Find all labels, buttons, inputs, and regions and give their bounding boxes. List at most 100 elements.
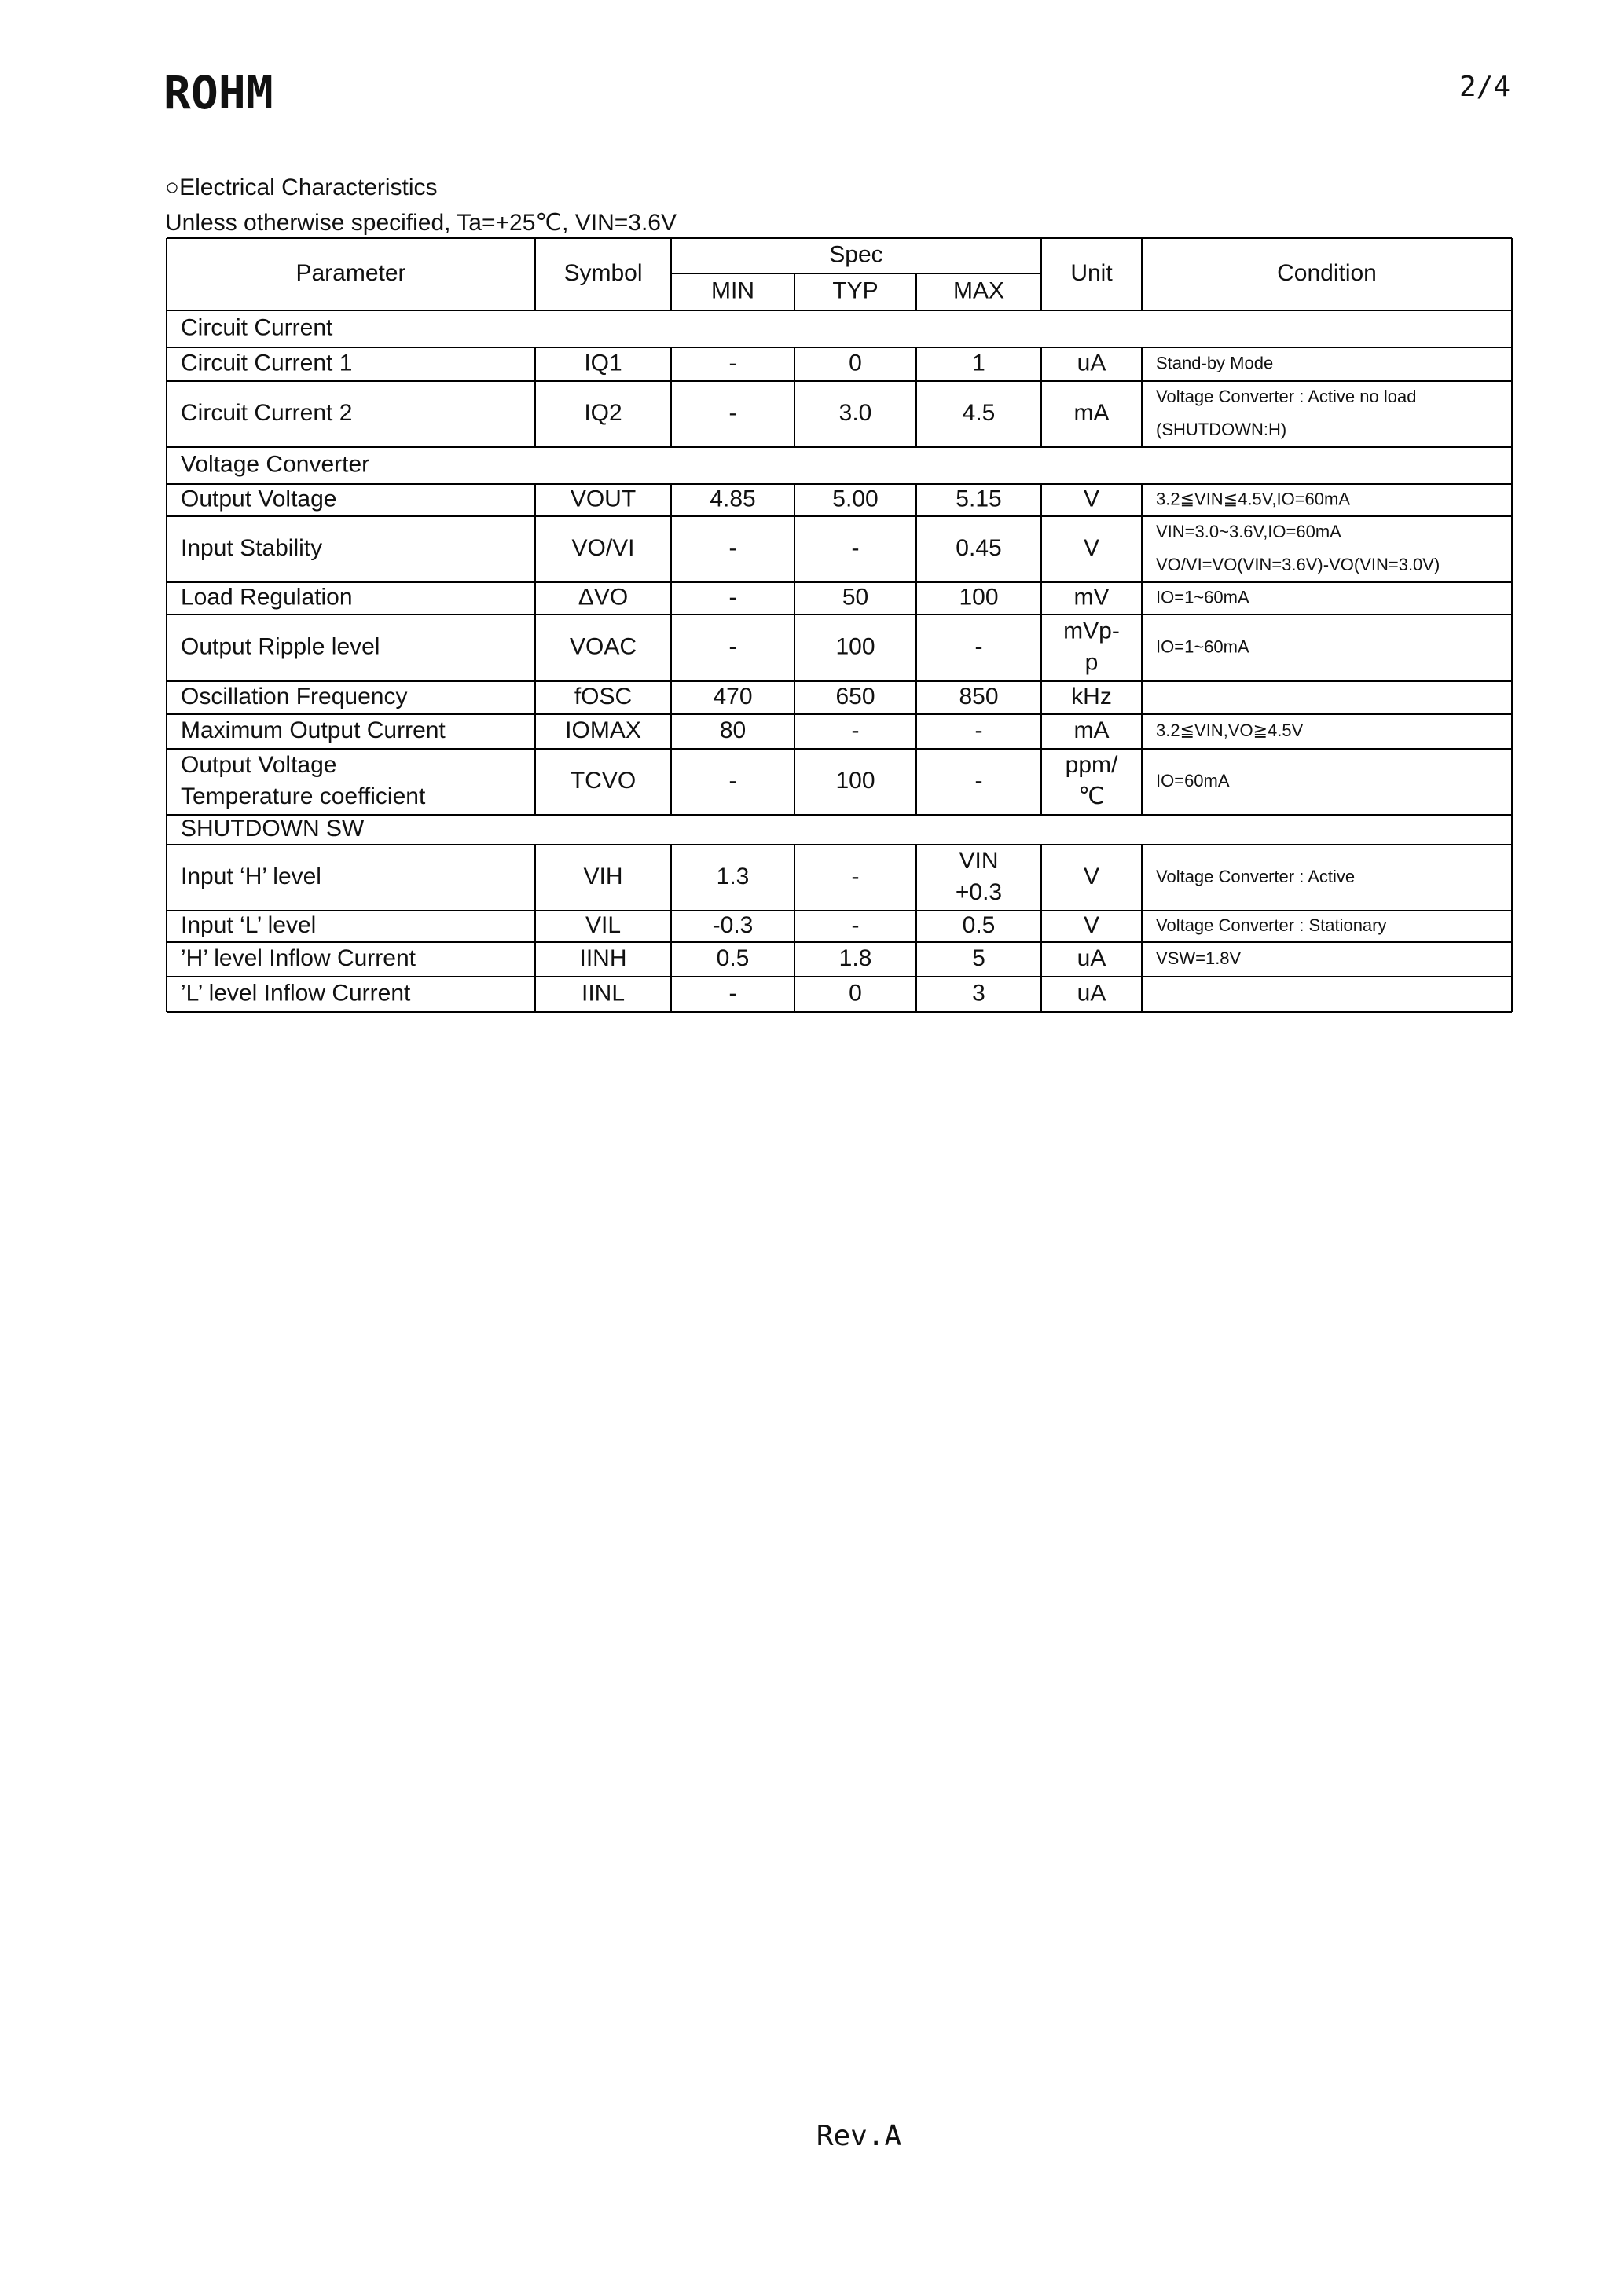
condition-cell: IO=1~60mA [1156, 587, 1249, 607]
table-cell: 1 [972, 350, 985, 376]
table-cell: 0 [849, 350, 862, 376]
table-cell: IINL [582, 980, 625, 1006]
table-cell: IQ2 [584, 400, 622, 426]
section-row: Circuit Current [181, 314, 333, 340]
table-cell: V [1084, 864, 1099, 889]
table-cell: Temperature coefficient [181, 783, 426, 809]
table-cell: fOSC [574, 684, 632, 710]
table-cell: 5.00 [832, 486, 878, 512]
table-cell: - [975, 633, 983, 659]
table-cell: 4.85 [710, 486, 755, 512]
subtitle: Unless otherwise specified, Ta=+25℃, VIN… [165, 210, 677, 236]
table-cell: ppm/ [1066, 752, 1118, 778]
table-cell: TCVO [571, 768, 636, 794]
table-cell: - [729, 535, 737, 561]
column-header: Unit [1070, 260, 1113, 286]
table-cell: kHz [1071, 684, 1112, 710]
table-cell: VIL [585, 912, 621, 938]
table-cell: V [1084, 535, 1099, 561]
table-cell: 80 [720, 717, 746, 743]
table-cell: 3 [972, 980, 985, 1006]
table-cell: IOMAX [565, 717, 641, 743]
table-cell: 5.15 [956, 486, 1001, 512]
table-cell: - [852, 864, 860, 889]
condition-cell: Voltage Converter : Stationary [1156, 915, 1387, 935]
condition-cell: Stand-by Mode [1156, 353, 1273, 372]
condition-cell: IO=60mA [1156, 771, 1230, 790]
table-cell: 100 [835, 768, 875, 794]
table-cell: 470 [713, 684, 752, 710]
table-cell: IINH [580, 945, 627, 971]
condition-cell: (SHUTDOWN:H) [1156, 420, 1286, 439]
table-cell: +0.3 [956, 879, 1002, 905]
table-cell: V [1084, 486, 1099, 512]
table-cell: Output Voltage [181, 752, 337, 778]
table-cell: - [729, 633, 737, 659]
table-cell: Maximum Output Current [181, 717, 446, 743]
table-cell: 3.0 [839, 400, 872, 426]
table-cell: -0.3 [713, 912, 754, 938]
column-header: MAX [953, 277, 1004, 303]
table-cell: - [729, 400, 737, 426]
condition-cell: VSW=1.8V [1156, 948, 1242, 968]
section-title: ○Electrical Characteristics [165, 174, 438, 200]
table-cell: 1.8 [839, 945, 872, 971]
condition-cell: 3.2≦VIN,VO≧4.5V [1156, 721, 1304, 740]
table-cell: 0.5 [963, 912, 996, 938]
table-cell: uA [1077, 350, 1106, 376]
table-cell: - [729, 980, 737, 1006]
column-header: Condition [1277, 260, 1377, 286]
condition-cell: 3.2≦VIN≦4.5V,IO=60mA [1156, 489, 1350, 508]
table-cell: 100 [959, 584, 998, 610]
table-cell: - [975, 717, 983, 743]
table-cell: VOAC [570, 633, 637, 659]
column-header: Spec [829, 241, 882, 267]
table-cell: 5 [972, 945, 985, 971]
table-cell: Circuit Current 2 [181, 400, 352, 426]
table-cell: V [1084, 912, 1099, 938]
condition-cell: VO/VI=VO(VIN=3.6V)-VO(VIN=3.0V) [1156, 555, 1440, 574]
table-cell: - [852, 912, 860, 938]
table-cell: 0.5 [717, 945, 750, 971]
table-cell: 100 [835, 633, 875, 659]
table-cell: p [1085, 649, 1099, 675]
table-cell: - [729, 350, 737, 376]
column-header: Parameter [295, 260, 405, 286]
table-cell: uA [1077, 945, 1106, 971]
table-cell: 0 [849, 980, 862, 1006]
logo: ROHM [163, 66, 273, 119]
condition-cell: Voltage Converter : Active no load [1156, 387, 1416, 406]
table-cell: IQ1 [584, 350, 622, 376]
table-cell: - [852, 717, 860, 743]
table-cell: - [975, 768, 983, 794]
page-number: 2/4 [1459, 71, 1510, 103]
table-cell: VO/VI [571, 535, 634, 561]
condition-cell: VIN=3.0~3.6V,IO=60mA [1156, 522, 1341, 541]
table-cell: mA [1074, 717, 1110, 743]
table-cell: 850 [959, 684, 998, 710]
table-cell: Input ‘L’ level [181, 912, 316, 938]
column-header: MIN [711, 277, 754, 303]
table-cell: Output Ripple level [181, 633, 380, 659]
section-row: Voltage Converter [181, 451, 369, 477]
table-cell: VIH [583, 864, 622, 889]
table-cell: Input Stability [181, 535, 322, 561]
column-header: TYP [832, 277, 878, 303]
table-cell: ’H’ level Inflow Current [181, 945, 416, 971]
table-cell: Load Regulation [181, 584, 353, 610]
column-header: Symbol [563, 260, 642, 286]
condition-cell: IO=1~60mA [1156, 636, 1249, 656]
table-cell: Output Voltage [181, 486, 337, 512]
table-cell: - [729, 768, 737, 794]
table-cell: 1.3 [717, 864, 750, 889]
table-cell: mVp- [1063, 618, 1120, 644]
table-cell: ℃ [1078, 783, 1105, 809]
table-cell: ’L’ level Inflow Current [181, 980, 411, 1006]
table-cell: Input ‘H’ level [181, 864, 321, 889]
section-row: SHUTDOWN SW [181, 816, 365, 842]
table-cell: 50 [842, 584, 868, 610]
table-cell: - [729, 584, 737, 610]
table-cell: VOUT [571, 486, 636, 512]
